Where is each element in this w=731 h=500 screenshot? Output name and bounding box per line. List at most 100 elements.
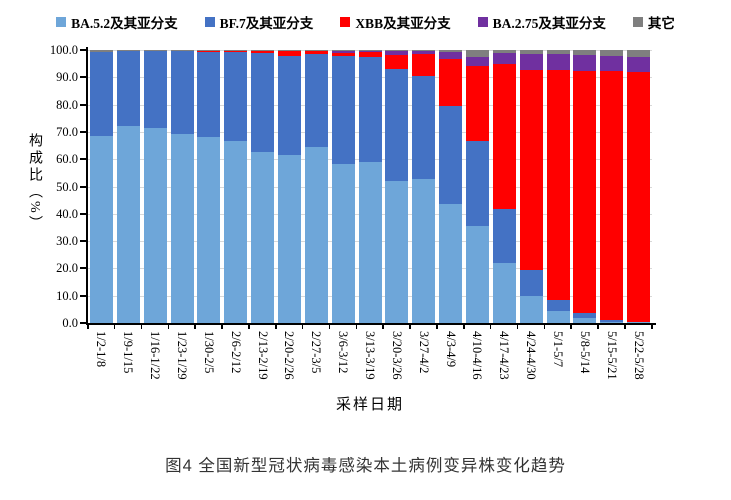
- x-axis-tick: [382, 323, 384, 329]
- bar-segment: [546, 54, 570, 70]
- bar-segment: [89, 52, 113, 136]
- bar-segment: [465, 57, 489, 66]
- bar-segment: [439, 106, 463, 204]
- bar-segment: [465, 50, 489, 57]
- legend-item: BA.2.75及其亚分支: [477, 12, 606, 32]
- stacked-bar: [358, 50, 382, 323]
- x-axis-tick-label: 3/13-3/19: [363, 331, 377, 380]
- x-axis-tick-label: 2/27-3/5: [309, 331, 324, 374]
- bar-segment: [627, 57, 651, 72]
- x-axis-tick-label: 5/8-5/14: [577, 331, 592, 374]
- y-axis-tick-label: 70.0: [56, 124, 78, 139]
- stacked-bar: [277, 50, 301, 323]
- bar-segment: [143, 51, 167, 128]
- bar-segment: [412, 50, 436, 51]
- legend-label: BF.7及其亚分支: [219, 16, 314, 31]
- bar-segment: [519, 270, 543, 296]
- bar-segment: [197, 51, 221, 52]
- bar-segment: [358, 50, 382, 51]
- bar-segment: [224, 51, 248, 52]
- stacked-bar: [439, 50, 463, 323]
- bar-segment: [277, 51, 301, 56]
- y-axis-tick-label: 40.0: [56, 206, 78, 221]
- bar-segment: [197, 137, 221, 323]
- x-axis-tick: [167, 323, 170, 329]
- bar-segment: [277, 56, 301, 155]
- x-axis-tick-label: 4/3-4/9: [443, 331, 458, 368]
- y-axis-tick-label: 30.0: [56, 234, 78, 249]
- legend-swatch-icon: [340, 17, 351, 27]
- bar-segment: [358, 162, 382, 323]
- x-axis-tick-label: 3/20-3/26: [389, 331, 404, 380]
- bar-segment: [600, 71, 624, 320]
- bar-segment: [331, 53, 355, 56]
- legend-item: XBB及其亚分支: [340, 12, 451, 32]
- bar-segment: [465, 141, 489, 226]
- bar-segment: [385, 181, 409, 323]
- legend-label: BA.5.2及其亚分支: [71, 16, 178, 31]
- legend-swatch-icon: [204, 17, 215, 27]
- bar-segment: [358, 52, 382, 57]
- bar-segment: [358, 57, 382, 162]
- bar-segment: [224, 50, 248, 51]
- bar-segment: [439, 52, 463, 59]
- bar-segment: [143, 50, 167, 51]
- bar-segment: [600, 320, 624, 322]
- bar-segment: [546, 311, 570, 323]
- y-axis-tick-label: 50.0: [56, 179, 78, 194]
- bar-segment: [251, 51, 275, 53]
- bar-segment: [519, 70, 543, 270]
- bar-segment: [600, 322, 624, 323]
- x-axis-tick: [221, 323, 223, 329]
- bar-segment: [385, 50, 409, 51]
- x-axis-tick-label: 4/24-4/30: [524, 331, 539, 380]
- x-axis-tick: [194, 323, 196, 329]
- bar-segment: [251, 53, 275, 152]
- x-axis-tick-label: 3/27-4/2: [416, 331, 431, 374]
- bar-segment: [439, 204, 463, 323]
- legend-label: 其它: [647, 16, 675, 31]
- x-axis-tick-label: 2/20-2/26: [282, 331, 297, 380]
- x-axis-tick-label: 2/6-2/12: [228, 331, 243, 374]
- y-axis-tick-label: 10.0: [56, 288, 78, 303]
- bar-segment: [412, 51, 436, 54]
- stacked-bar: [304, 50, 328, 323]
- stacked-bar: [546, 50, 570, 323]
- bar-segment: [170, 50, 194, 51]
- bar-segment: [492, 64, 516, 209]
- stacked-bar: [492, 50, 516, 323]
- x-axis-tick: [516, 323, 519, 329]
- x-axis-tick: [570, 323, 572, 329]
- bar-segment: [412, 76, 436, 179]
- stacked-bar: [170, 50, 194, 323]
- bar-segment: [116, 126, 140, 323]
- bar-segment: [89, 50, 113, 52]
- bar-segment: [170, 134, 194, 323]
- y-axis-tick: [80, 76, 86, 79]
- y-axis-tick-label: 20.0: [56, 261, 78, 276]
- y-axis-tick: [80, 294, 86, 297]
- x-axis-tick-label: 5/15-5/21: [604, 331, 619, 380]
- bar-segment: [116, 51, 140, 126]
- y-axis-tick-label: 80.0: [56, 97, 78, 112]
- bar-segment: [439, 50, 463, 52]
- x-axis-tick-label: 1/30-2/5: [201, 331, 216, 374]
- bar-segment: [412, 54, 436, 76]
- stacked-bar: [627, 50, 651, 323]
- bar-segment: [331, 164, 355, 323]
- bar-segment: [600, 50, 624, 56]
- stacked-bar: [197, 50, 221, 323]
- x-axis-tick: [275, 323, 277, 329]
- y-axis-tick: [80, 267, 86, 270]
- bar-segment: [519, 296, 543, 323]
- bar-segment: [331, 56, 355, 164]
- y-axis-tick: [80, 212, 86, 215]
- stacked-bar: [519, 50, 543, 323]
- y-axis-tick: [80, 49, 86, 51]
- bar-segment: [116, 50, 140, 51]
- stacked-bar: [116, 50, 140, 323]
- bar-segment: [277, 50, 301, 51]
- y-axis-tick: [80, 130, 86, 133]
- bar-segment: [385, 69, 409, 181]
